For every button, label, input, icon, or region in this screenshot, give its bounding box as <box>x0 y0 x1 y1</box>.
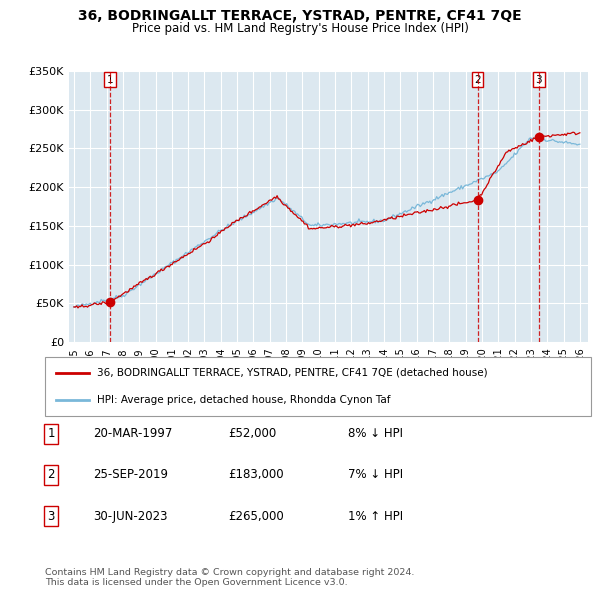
FancyBboxPatch shape <box>45 357 591 416</box>
Text: £183,000: £183,000 <box>228 468 284 481</box>
Text: 20-MAR-1997: 20-MAR-1997 <box>93 427 172 440</box>
Text: 2: 2 <box>47 468 55 481</box>
Text: Contains HM Land Registry data © Crown copyright and database right 2024.
This d: Contains HM Land Registry data © Crown c… <box>45 568 415 587</box>
Text: 3: 3 <box>536 75 542 85</box>
Text: HPI: Average price, detached house, Rhondda Cynon Taf: HPI: Average price, detached house, Rhon… <box>97 395 391 405</box>
Text: 36, BODRINGALLT TERRACE, YSTRAD, PENTRE, CF41 7QE (detached house): 36, BODRINGALLT TERRACE, YSTRAD, PENTRE,… <box>97 368 487 378</box>
Text: 7% ↓ HPI: 7% ↓ HPI <box>348 468 403 481</box>
Text: £265,000: £265,000 <box>228 510 284 523</box>
Text: Price paid vs. HM Land Registry's House Price Index (HPI): Price paid vs. HM Land Registry's House … <box>131 22 469 35</box>
Text: 8% ↓ HPI: 8% ↓ HPI <box>348 427 403 440</box>
Text: 1: 1 <box>107 75 113 85</box>
Text: 36, BODRINGALLT TERRACE, YSTRAD, PENTRE, CF41 7QE: 36, BODRINGALLT TERRACE, YSTRAD, PENTRE,… <box>78 9 522 23</box>
Text: 1: 1 <box>47 427 55 440</box>
Text: 25-SEP-2019: 25-SEP-2019 <box>93 468 168 481</box>
Text: 3: 3 <box>47 510 55 523</box>
Text: £52,000: £52,000 <box>228 427 276 440</box>
Text: 30-JUN-2023: 30-JUN-2023 <box>93 510 167 523</box>
Text: 1% ↑ HPI: 1% ↑ HPI <box>348 510 403 523</box>
Text: 2: 2 <box>474 75 481 85</box>
